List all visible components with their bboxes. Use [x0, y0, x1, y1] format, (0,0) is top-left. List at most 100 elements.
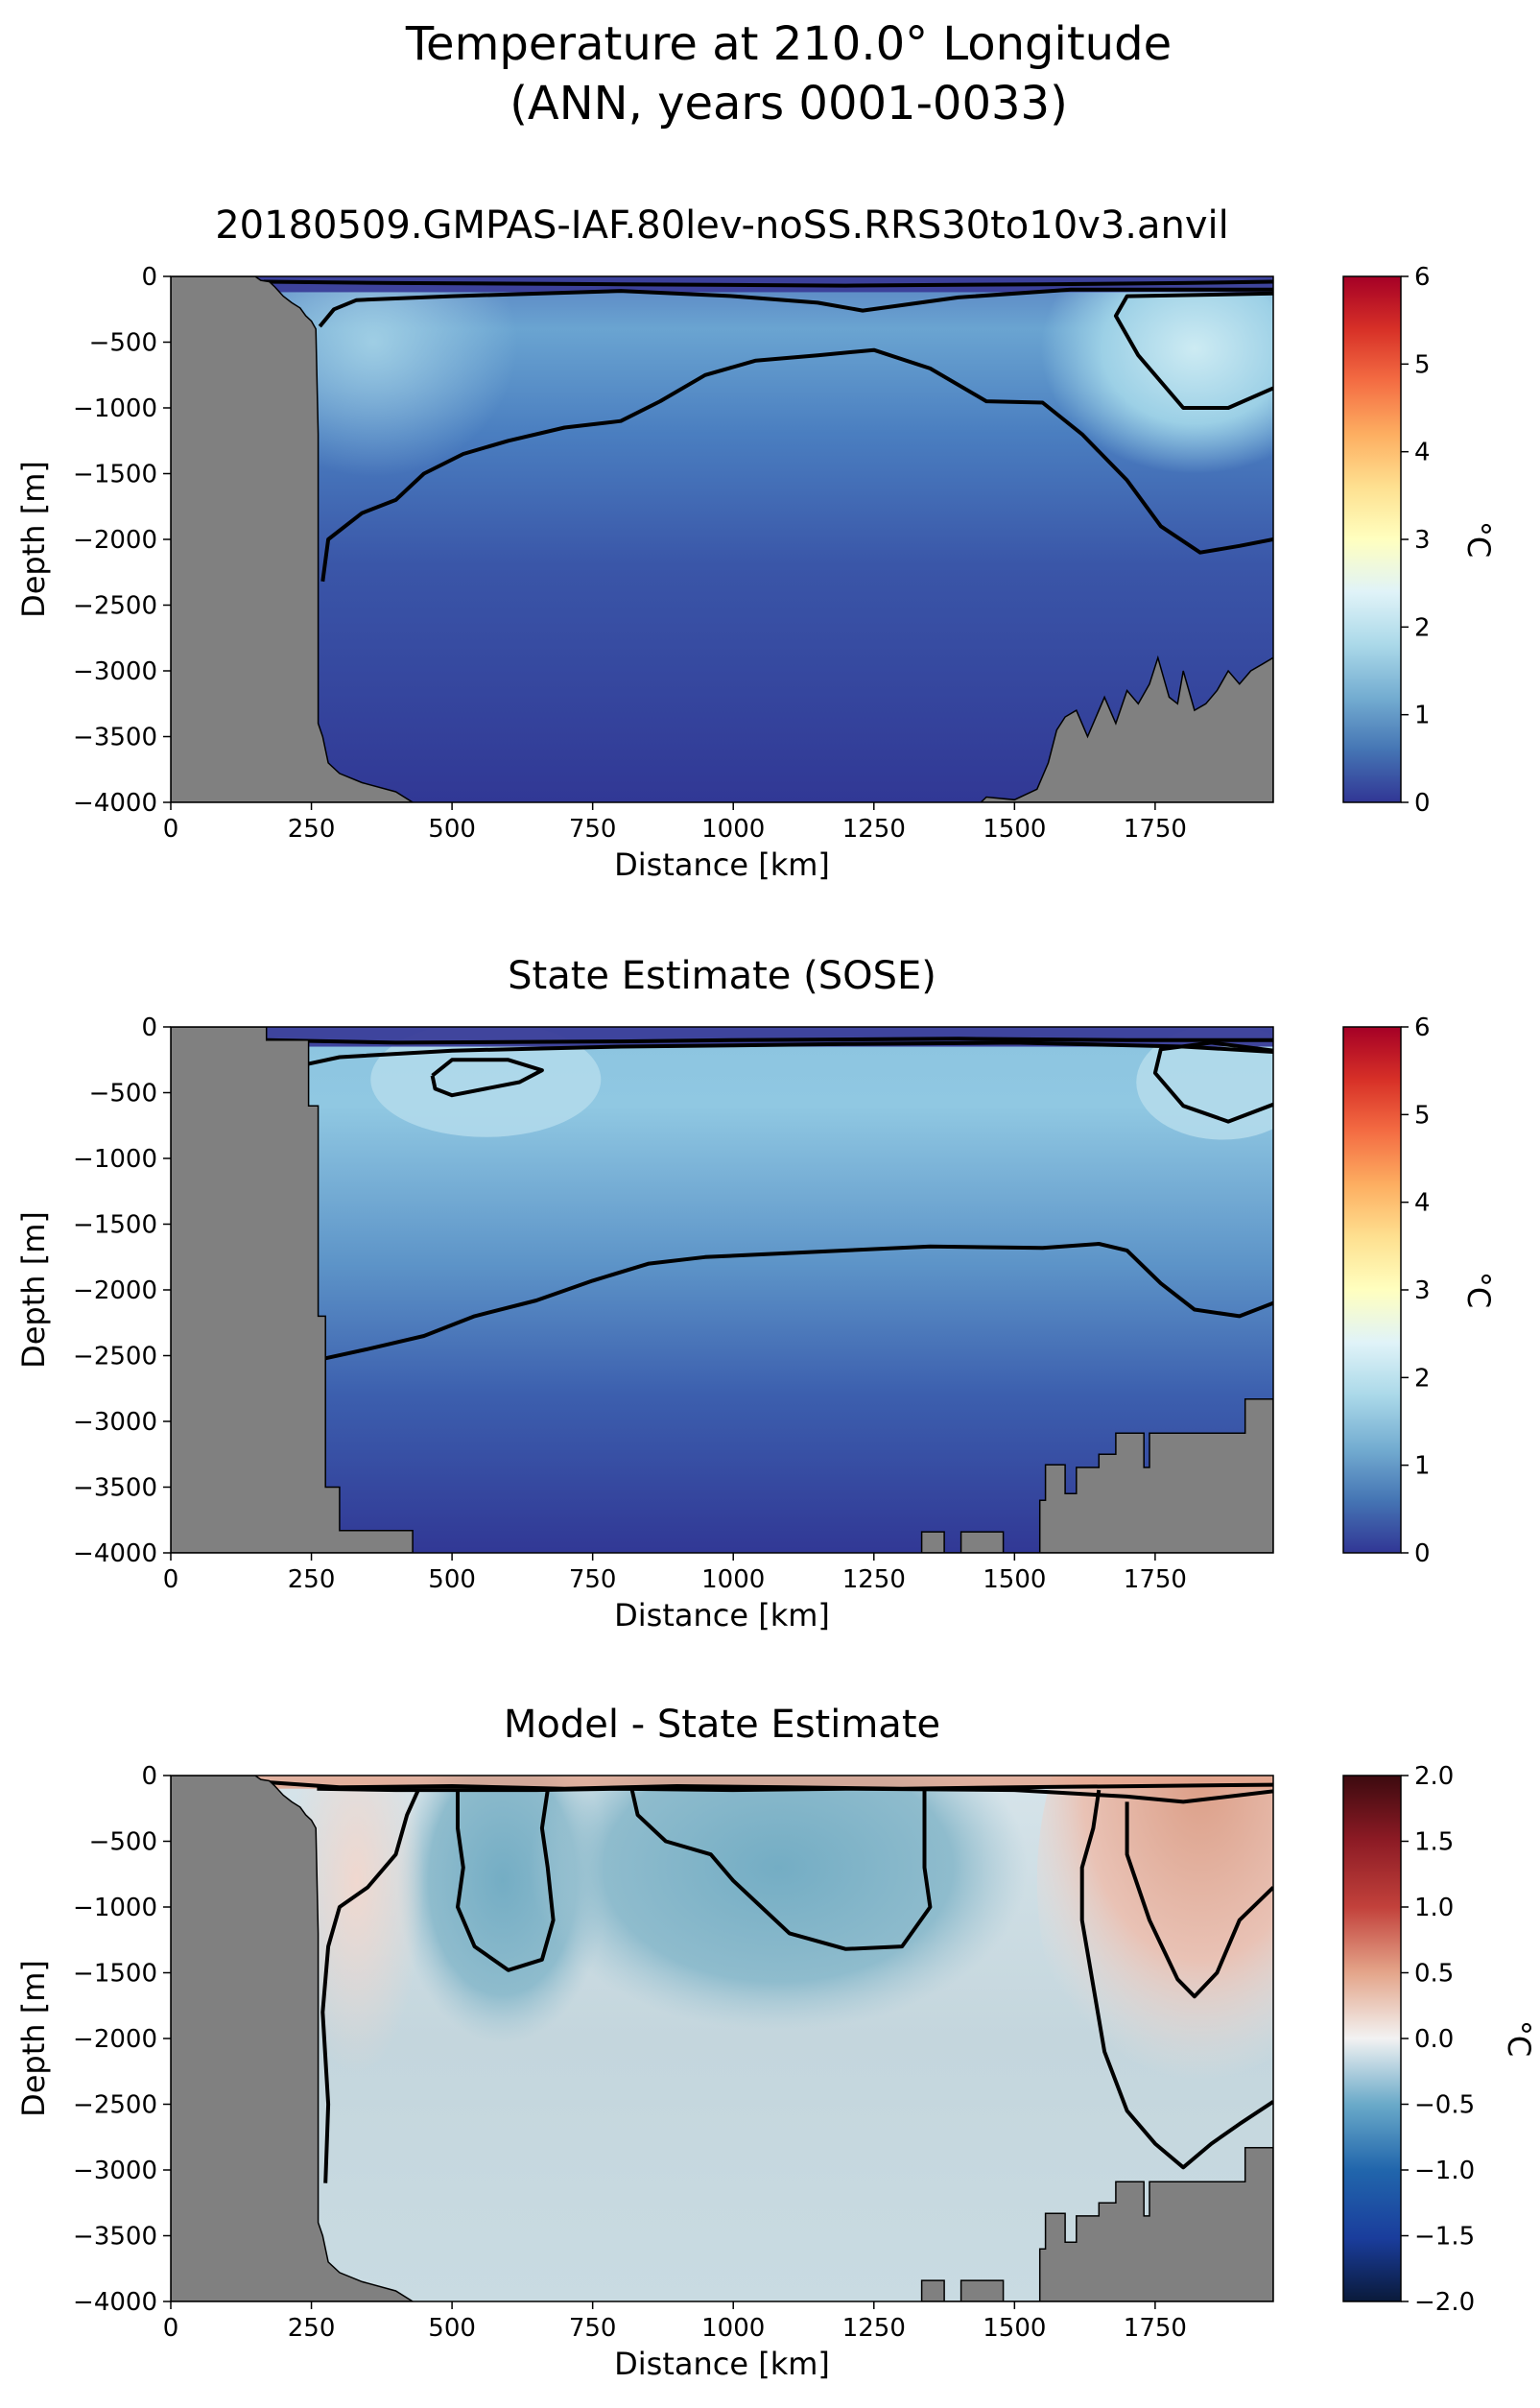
y-tick-label: −2500	[73, 592, 157, 621]
colorbar-tick-label: 0	[1414, 1539, 1431, 1568]
x-tick-label: 1250	[842, 2314, 906, 2343]
colorbar: 0 1 2 3 4 5 6 °C	[1342, 263, 1497, 818]
x-tick-label: 750	[569, 1565, 617, 1594]
y-tick-label: −1500	[73, 1211, 157, 1240]
colorbar-tick-label: 6	[1414, 263, 1431, 292]
colorbar-tick-label: −2.0	[1414, 2288, 1475, 2317]
contour-line	[629, 1789, 933, 1951]
y-tick-label: 0	[141, 1013, 157, 1042]
x-tick-label: 0	[163, 1565, 179, 1594]
contour-line	[1079, 1789, 1273, 2170]
y-tick-label: −2500	[73, 2091, 157, 2120]
bathymetry-right	[920, 2146, 1273, 2301]
colorbar: −2.0 −1.5 −1.0 −0.5 0.0 0.5 1.0 1.5 2.0 °C	[1342, 1762, 1537, 2317]
x-tick-label: 750	[569, 2314, 617, 2343]
figure-title-line2: (ANN, years 0001-0033)	[509, 77, 1068, 131]
x-tick-label: 1750	[1124, 815, 1187, 844]
y-axis-label: Depth [m]	[15, 1211, 52, 1369]
x-tick-label: 1750	[1124, 1565, 1187, 1594]
x-tick-label: 250	[288, 1565, 336, 1594]
x-tick-label: 1250	[842, 1565, 906, 1594]
colorbar-tick-label: 1.5	[1414, 1828, 1454, 1857]
panel-3: Model - State Estimate 0 250 500 750 1000 1250…	[15, 1703, 1537, 2382]
heatmap-field	[171, 276, 1273, 802]
x-tick-label: 1500	[983, 1565, 1046, 1594]
colorbar-tick-label: 1	[1414, 1452, 1431, 1481]
colorbar: 0 1 2 3 4 5 6 °C	[1342, 1013, 1497, 1568]
y-tick-label: −1000	[73, 394, 157, 423]
contour-line	[430, 1058, 544, 1098]
contour-line	[320, 1789, 420, 2183]
colorbar-tick-label: 2	[1414, 1364, 1431, 1393]
contour-line	[1125, 1801, 1273, 1999]
colorbar-tick-label: 0	[1414, 789, 1431, 818]
y-tick-label: −2000	[73, 2025, 157, 2054]
x-tick-label: 1750	[1124, 2314, 1187, 2343]
colorbar-tick-label: 6	[1414, 1013, 1431, 1042]
y-tick-label: −4000	[73, 789, 157, 818]
colorbar-tick-label: 3	[1414, 526, 1431, 555]
bathymetry-left	[171, 1776, 415, 2301]
y-tick-label: −3000	[73, 2157, 157, 2185]
y-tick-label: 0	[141, 1762, 157, 1791]
x-tick-label: 0	[163, 2314, 179, 2343]
y-tick-label: −3500	[73, 1474, 157, 1503]
colorbar-gradient	[1342, 275, 1402, 803]
y-tick-label: −3500	[73, 2223, 157, 2252]
contour-line	[320, 347, 1273, 583]
x-tick-label: 500	[428, 1565, 476, 1594]
bathymetry-right	[920, 1397, 1273, 1553]
y-tick-label: −4000	[73, 2288, 157, 2317]
contour-line	[1113, 291, 1273, 410]
panel-1: 20180509.GMPAS-IAF.80lev-noSS.RRS30to10v…	[15, 203, 1497, 883]
y-tick-label: −1500	[73, 1960, 157, 1989]
x-tick-label: 250	[288, 2314, 336, 2343]
panel-2: State Estimate (SOSE)0 250 500 750 1000 1250 1…	[15, 954, 1497, 1633]
colorbar-gradient	[1342, 1775, 1402, 2302]
colorbar-tick-label: 5	[1414, 350, 1431, 379]
x-tick-label: 1500	[983, 815, 1046, 844]
contour-line	[263, 1779, 1273, 1791]
colorbar-label: °C	[1460, 521, 1497, 558]
colorbar-tick-label: −0.5	[1414, 2091, 1475, 2120]
x-tick-label: 250	[288, 815, 336, 844]
colorbar-label: °C	[1501, 2020, 1537, 2057]
colorbar-tick-label: 4	[1414, 1189, 1431, 1218]
colorbar-gradient	[1342, 1026, 1402, 1554]
x-tick-label: 500	[428, 2314, 476, 2343]
contour-line	[456, 1789, 556, 1972]
colorbar-tick-label: 1	[1414, 702, 1431, 730]
contour-line	[1152, 1040, 1273, 1124]
panel-title: State Estimate (SOSE)	[508, 954, 936, 998]
x-tick-label: 1250	[842, 815, 906, 844]
colorbar-tick-label: 2.0	[1414, 1762, 1454, 1791]
contour-line	[317, 1786, 1273, 1804]
colorbar-tick-label: −1.0	[1414, 2157, 1475, 2185]
y-axis-label: Depth [m]	[15, 1960, 52, 2117]
contour-line	[308, 1040, 1273, 1066]
y-tick-label: −3000	[73, 657, 157, 686]
x-tick-label: 500	[428, 815, 476, 844]
figure-title-line1: Temperature at 210.0° Longitude	[405, 17, 1172, 71]
y-axis-label: Depth [m]	[15, 461, 52, 618]
x-axis-label: Distance [km]	[614, 846, 830, 883]
colorbar-tick-label: 5	[1414, 1101, 1431, 1130]
contour-line	[263, 279, 1273, 288]
colorbar-tick-label: 3	[1414, 1276, 1431, 1305]
colorbar-tick-label: 0.5	[1414, 1960, 1454, 1989]
y-tick-label: −2000	[73, 1276, 157, 1305]
y-tick-label: −500	[89, 1828, 157, 1857]
colorbar-tick-label: 2	[1414, 613, 1431, 642]
contour-line	[318, 287, 1273, 328]
y-tick-label: −2500	[73, 1343, 157, 1371]
x-tick-label: 1000	[701, 2314, 765, 2343]
panel-title: Model - State Estimate	[504, 1703, 940, 1747]
contour-line	[266, 1037, 1273, 1045]
y-tick-label: 0	[141, 263, 157, 292]
contour-line	[319, 1242, 1273, 1362]
y-tick-label: −500	[89, 1080, 157, 1109]
x-tick-label: 1500	[983, 2314, 1046, 2343]
colorbar-tick-label: 0.0	[1414, 2025, 1454, 2054]
bathymetry-left	[171, 1027, 414, 1553]
y-tick-label: −3500	[73, 724, 157, 752]
